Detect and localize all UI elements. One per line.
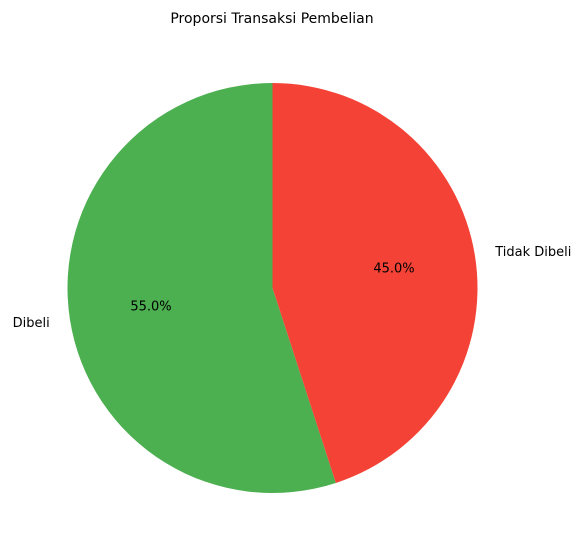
pie-slices bbox=[67, 83, 478, 494]
pie-slice-label: Tidak Dibeli bbox=[494, 245, 571, 260]
pie-labels: 55.0% Dibeli 45.0% Tidak Dibeli bbox=[13, 245, 572, 331]
pie-percent-label: 55.0% bbox=[130, 300, 171, 315]
pie-slice-tidak-dibeli bbox=[272, 83, 478, 483]
chart-title: Proporsi Transaksi Pembelian bbox=[170, 11, 373, 27]
pie-slice-label: Dibeli bbox=[13, 316, 50, 331]
pie-percent-label: 45.0% bbox=[373, 261, 414, 276]
pie-slice-dibeli bbox=[67, 83, 336, 494]
